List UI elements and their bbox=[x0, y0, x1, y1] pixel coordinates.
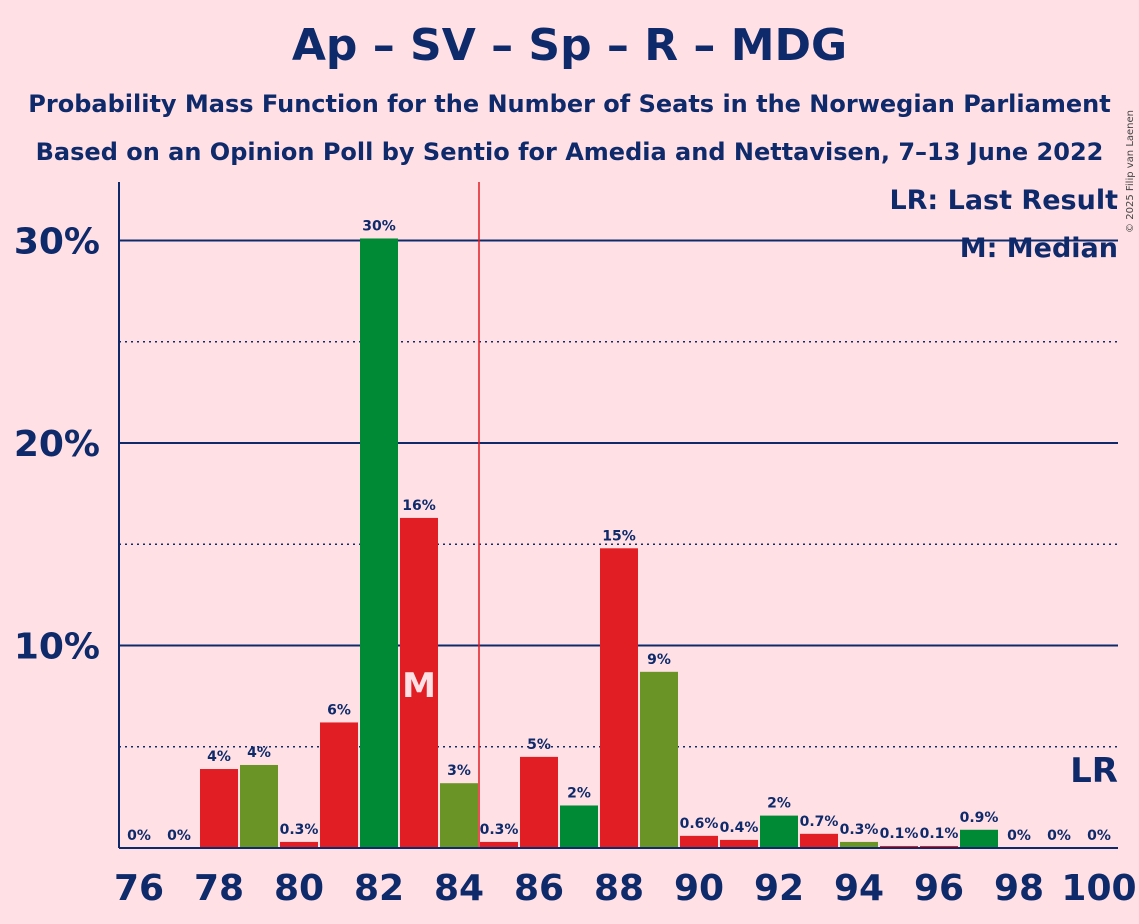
bar-97 bbox=[960, 829, 998, 848]
x-tick-label: 94 bbox=[834, 868, 884, 909]
bar-82 bbox=[360, 238, 398, 849]
data-label-89: 9% bbox=[647, 652, 671, 668]
data-label-81: 6% bbox=[327, 702, 351, 718]
x-tick-label: 98 bbox=[994, 868, 1044, 909]
x-tick-label: 92 bbox=[754, 868, 804, 909]
x-tick-label: 78 bbox=[194, 868, 244, 909]
bar-85 bbox=[480, 841, 518, 848]
bars: 0% 0% 4% 4% 0.3% 6% 30% 16% M 3% 0.3% 5% 2% 15% 9% 0.6%… bbox=[127, 218, 1111, 849]
data-label-87: 2% bbox=[567, 785, 591, 801]
data-label-85: 0.3% bbox=[480, 822, 519, 838]
data-label-97: 0.9% bbox=[960, 810, 999, 826]
data-label-79: 4% bbox=[247, 745, 271, 761]
bar-90 bbox=[680, 835, 718, 848]
axes: 10% 20% 30% 76 78 80 82 84 86 88 90 92 94 96 98 100 bbox=[14, 182, 1137, 909]
bar-91 bbox=[720, 839, 758, 848]
legend-median: M: Median bbox=[960, 233, 1118, 264]
data-label-100: 0% bbox=[1087, 828, 1111, 844]
data-label-84: 3% bbox=[447, 763, 471, 779]
data-label-80: 0.3% bbox=[280, 822, 319, 838]
bar-81 bbox=[320, 722, 358, 848]
data-label-94: 0.3% bbox=[840, 822, 879, 838]
data-label-76: 0% bbox=[127, 828, 151, 844]
bar-94 bbox=[840, 841, 878, 848]
data-label-82: 30% bbox=[362, 218, 396, 234]
data-label-92: 2% bbox=[767, 796, 791, 812]
bar-92 bbox=[760, 815, 798, 848]
data-label-93: 0.7% bbox=[800, 814, 839, 830]
chart-subtitle-2: Based on an Opinion Poll by Sentio for A… bbox=[35, 138, 1104, 166]
bar-89 bbox=[640, 671, 678, 848]
bar-84 bbox=[440, 783, 478, 848]
bar-88 bbox=[600, 548, 638, 848]
bar-95 bbox=[880, 845, 918, 848]
bar-93 bbox=[800, 833, 838, 848]
data-label-98: 0% bbox=[1007, 828, 1031, 844]
bar-86 bbox=[520, 756, 558, 848]
x-tick-label: 80 bbox=[274, 868, 324, 909]
data-label-83: 16% bbox=[402, 498, 436, 514]
bar-83 bbox=[400, 517, 438, 848]
data-label-95: 0.1% bbox=[880, 826, 919, 842]
data-label-86: 5% bbox=[527, 737, 551, 753]
y-tick-label: 10% bbox=[14, 627, 100, 668]
last-result-marker-label: LR bbox=[1070, 751, 1118, 791]
median-marker: M bbox=[402, 666, 436, 706]
bar-87 bbox=[560, 805, 598, 848]
chart-title: Ap – SV – Sp – R – MDG bbox=[291, 20, 848, 71]
legend-last-result: LR: Last Result bbox=[889, 185, 1118, 216]
data-label-77: 0% bbox=[167, 828, 191, 844]
chart-subtitle-1: Probability Mass Function for the Number… bbox=[28, 90, 1111, 118]
bar-78 bbox=[200, 769, 238, 848]
y-tick-label: 30% bbox=[14, 222, 100, 263]
bar-79 bbox=[240, 764, 278, 848]
y-tick-label: 20% bbox=[14, 424, 100, 465]
data-label-91: 0.4% bbox=[720, 820, 759, 836]
data-label-90: 0.6% bbox=[680, 816, 719, 832]
data-label-99: 0% bbox=[1047, 828, 1071, 844]
data-label-78: 4% bbox=[207, 749, 231, 765]
x-tick-label: 88 bbox=[594, 868, 644, 909]
data-label-88: 15% bbox=[602, 528, 636, 544]
x-tick-label: 100 bbox=[1061, 868, 1136, 909]
bar-96 bbox=[920, 845, 958, 848]
x-tick-label: 96 bbox=[914, 868, 964, 909]
x-tick-label: 86 bbox=[514, 868, 564, 909]
x-tick-label: 90 bbox=[674, 868, 724, 909]
x-tick-label: 76 bbox=[114, 868, 164, 909]
x-tick-label: 84 bbox=[434, 868, 484, 909]
x-tick-label: 82 bbox=[354, 868, 404, 909]
bar-80 bbox=[280, 841, 318, 848]
data-label-96: 0.1% bbox=[920, 826, 959, 842]
